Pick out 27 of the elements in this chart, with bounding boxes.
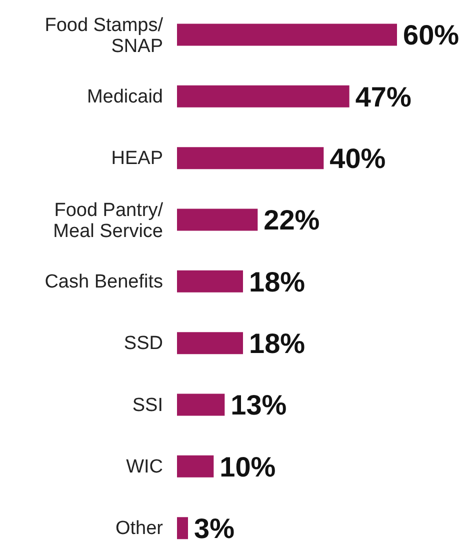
- bar: [177, 394, 225, 416]
- bar: [177, 208, 258, 231]
- data-label: 13%: [230, 390, 287, 421]
- data-label: 47%: [355, 81, 412, 112]
- data-label: 22%: [264, 204, 320, 236]
- bar: [177, 455, 214, 478]
- bar: [177, 147, 324, 170]
- bar: [177, 517, 188, 540]
- y-tick-label: Food Pantry/Meal Service: [53, 199, 164, 242]
- bar: [177, 24, 397, 46]
- data-label: 40%: [330, 143, 386, 174]
- y-tick-label: Other: [115, 518, 164, 539]
- y-tick-label: HEAP: [111, 148, 163, 169]
- data-label: 10%: [220, 451, 276, 482]
- bar: [177, 270, 243, 292]
- data-label: 18%: [249, 266, 306, 298]
- y-tick-label: Medicaid: [86, 86, 163, 107]
- data-label: 60%: [403, 20, 460, 51]
- bar: [177, 85, 350, 108]
- bar: [177, 332, 243, 354]
- data-label: 18%: [249, 328, 306, 360]
- y-tick-label: Food Stamps/SNAP: [44, 14, 164, 56]
- y-tick-label: WIC: [126, 456, 163, 477]
- y-tick-label: SSI: [132, 394, 163, 416]
- y-tick-label: Cash Benefits: [44, 271, 163, 292]
- data-label: 3%: [194, 513, 235, 544]
- y-tick-label: SSD: [124, 332, 163, 354]
